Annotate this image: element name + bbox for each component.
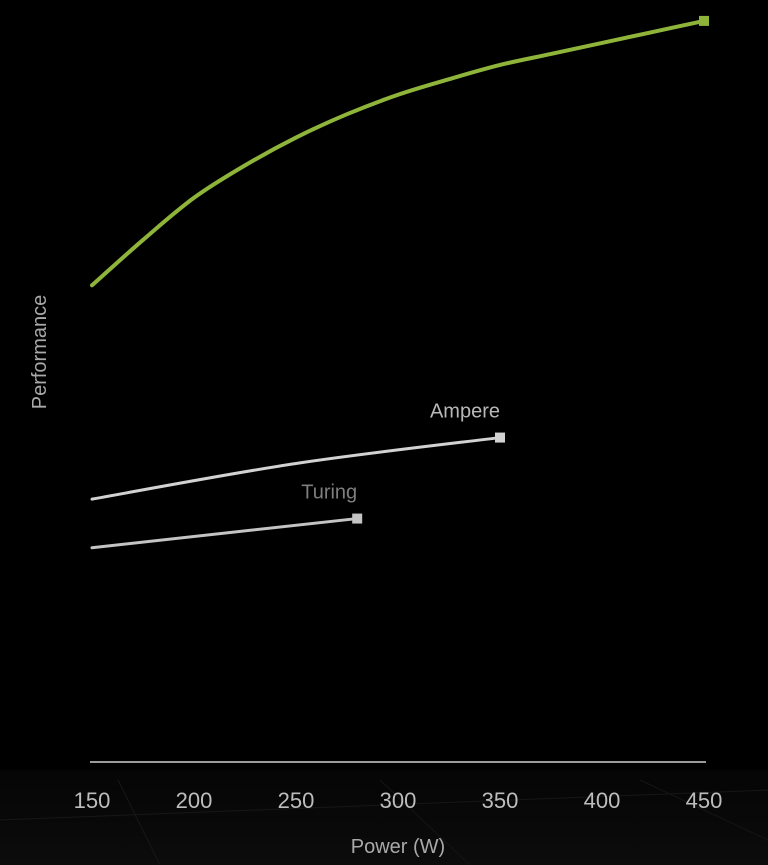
series-end-marker-ampere (495, 432, 505, 443)
x-tick-label: 400 (584, 788, 621, 813)
x-axis-label: Power (W) (351, 836, 445, 858)
y-axis-label: Performance (29, 295, 51, 410)
x-axis-ticks: 150 200 250 300 350 400 450 (74, 788, 723, 813)
series-line-turing (90, 517, 359, 550)
series-ada: Ada (90, 15, 709, 288)
x-tick-label: 450 (686, 788, 723, 813)
series-turing: Turing (90, 482, 363, 550)
series-end-marker-ada (699, 15, 709, 26)
series-ampere: Ampere (90, 401, 505, 501)
series-end-marker-turing (352, 513, 363, 524)
background-floor (0, 770, 768, 865)
series-layer: Ada Ampere Turing (90, 15, 709, 550)
series-line-ada (90, 18, 706, 288)
x-tick-label: 300 (380, 788, 417, 813)
x-tick-label: 350 (482, 788, 519, 813)
x-tick-label: 200 (176, 788, 213, 813)
series-label-turing: Turing (301, 482, 357, 504)
x-tick-label: 250 (278, 788, 315, 813)
series-label-ampere: Ampere (430, 401, 500, 423)
series-line-ampere (90, 436, 502, 501)
x-tick-label: 150 (74, 788, 111, 813)
